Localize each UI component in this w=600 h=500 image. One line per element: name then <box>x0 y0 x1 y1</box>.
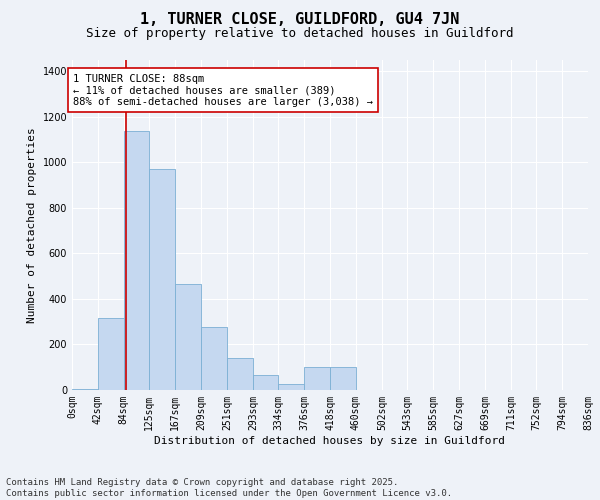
Bar <box>149 169 175 390</box>
Bar <box>227 358 253 390</box>
Bar <box>278 384 304 390</box>
Bar <box>304 367 330 390</box>
X-axis label: Distribution of detached houses by size in Guildford: Distribution of detached houses by size … <box>155 436 505 446</box>
Bar <box>124 130 149 390</box>
Bar <box>175 284 201 390</box>
Text: 1 TURNER CLOSE: 88sqm
← 11% of detached houses are smaller (389)
88% of semi-det: 1 TURNER CLOSE: 88sqm ← 11% of detached … <box>73 74 373 107</box>
Bar <box>253 375 278 390</box>
Bar <box>72 389 98 390</box>
Text: Size of property relative to detached houses in Guildford: Size of property relative to detached ho… <box>86 28 514 40</box>
Bar <box>201 328 227 390</box>
Y-axis label: Number of detached properties: Number of detached properties <box>27 127 37 323</box>
Bar <box>98 318 124 390</box>
Bar <box>330 367 356 390</box>
Text: 1, TURNER CLOSE, GUILDFORD, GU4 7JN: 1, TURNER CLOSE, GUILDFORD, GU4 7JN <box>140 12 460 28</box>
Text: Contains HM Land Registry data © Crown copyright and database right 2025.
Contai: Contains HM Land Registry data © Crown c… <box>6 478 452 498</box>
